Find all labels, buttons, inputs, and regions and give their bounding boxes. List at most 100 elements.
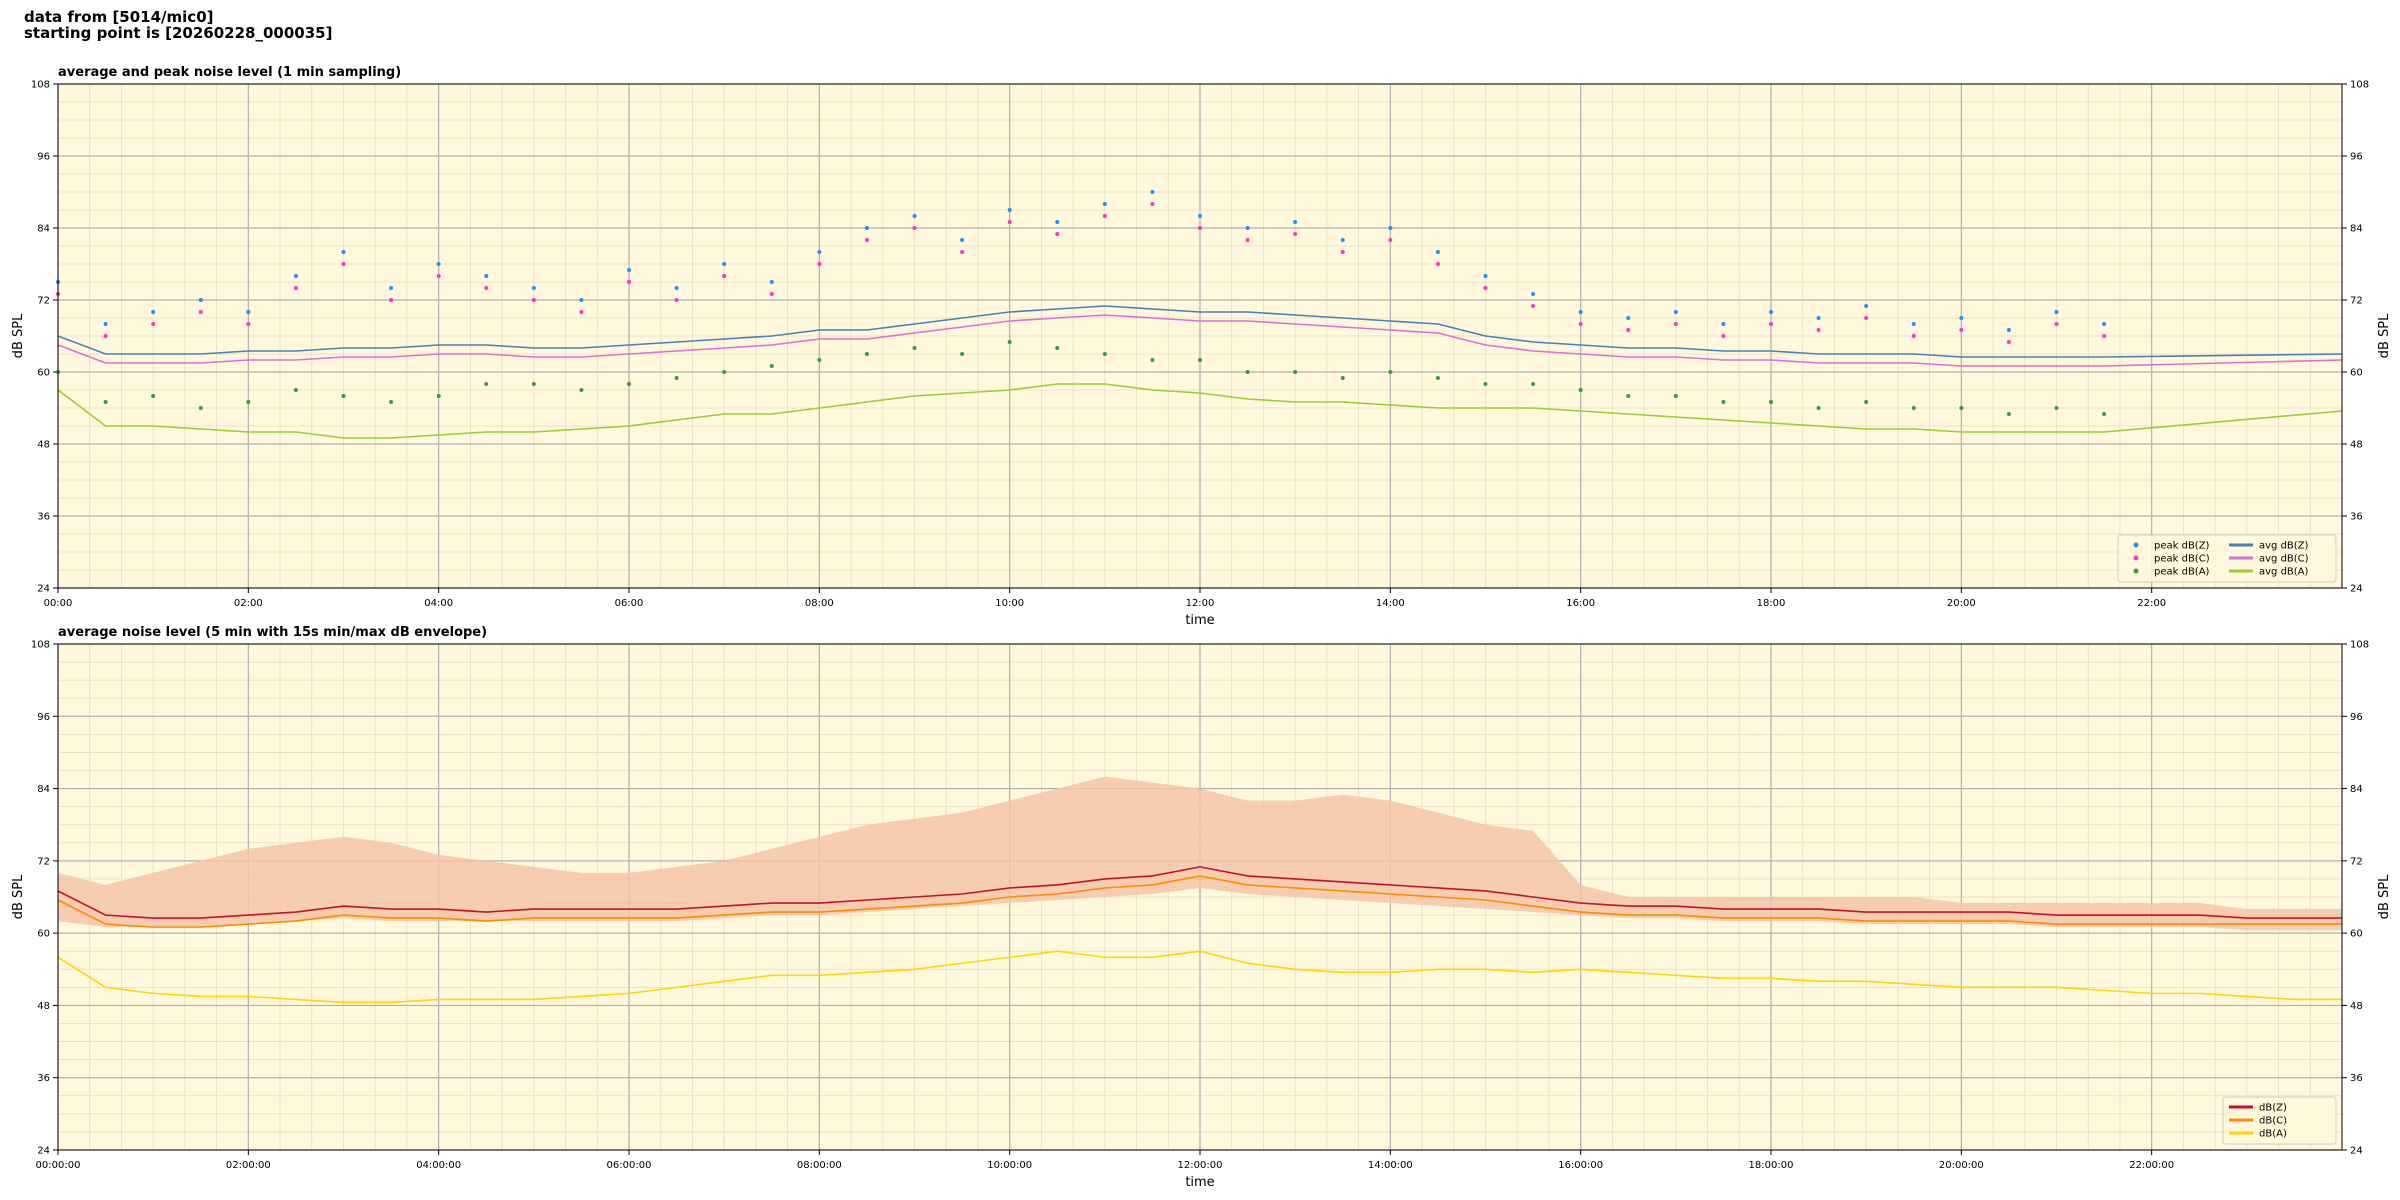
- legend-label: peak dB(A): [2154, 567, 2210, 578]
- series-line: [57, 875, 2342, 928]
- peak-point: [960, 250, 965, 254]
- y2-tick-label: 36: [2350, 512, 2363, 523]
- x-tick-label: 12:00:00: [1178, 1160, 1223, 1171]
- peak-point: [912, 346, 917, 350]
- peak-point: [674, 286, 679, 290]
- x-tick-label: 16:00: [1566, 598, 1595, 609]
- peak-point: [817, 358, 822, 362]
- y2-tick-label: 108: [2350, 640, 2369, 651]
- peak-point: [579, 298, 584, 302]
- y2-tick-label: 60: [2350, 368, 2363, 379]
- legend-label: peak dB(C): [2154, 554, 2210, 565]
- x-tick-label: 20:00:00: [1939, 1160, 1984, 1171]
- peak-point: [151, 322, 156, 326]
- peak-point: [1626, 394, 1631, 398]
- plot-frame: [57, 643, 2343, 1151]
- peak-point: [1673, 322, 1678, 326]
- series-line: [57, 866, 2342, 919]
- x-axis-label: time: [1185, 613, 1214, 628]
- peak-point: [1721, 400, 1726, 404]
- peak-point: [389, 400, 394, 404]
- x-tick-label: 06:00: [615, 598, 644, 609]
- legend-marker: [2133, 568, 2139, 574]
- peak-point: [769, 364, 774, 368]
- y-tick-label: 96: [37, 152, 50, 163]
- peak-point: [2054, 406, 2059, 410]
- peak-point: [531, 286, 536, 290]
- panel-title: average and peak noise level (1 min samp…: [58, 65, 401, 80]
- x-tick-label: 04:00: [424, 598, 453, 609]
- peak-point: [1816, 406, 1821, 410]
- y2-tick-label: 108: [2350, 80, 2369, 91]
- x-tick-label: 02:00: [234, 598, 263, 609]
- peak-point: [436, 394, 441, 398]
- x-tick-label: 14:00: [1376, 598, 1405, 609]
- peak-point: [769, 280, 774, 284]
- x-tick-label: 00:00: [44, 598, 73, 609]
- peak-point: [1198, 226, 1202, 230]
- x-tick-label: 12:00: [1186, 598, 1215, 609]
- peak-point: [293, 388, 298, 392]
- series-line: [57, 314, 2343, 367]
- peak-point: [2102, 334, 2107, 338]
- peak-point: [674, 298, 679, 302]
- peak-point: [1007, 220, 1012, 224]
- peak-point: [1626, 316, 1631, 320]
- peak-point: [246, 310, 251, 314]
- peak-point: [579, 388, 584, 392]
- peak-point: [864, 226, 869, 230]
- peak-point: [198, 406, 203, 410]
- peak-point: [1435, 376, 1440, 380]
- peak-point: [817, 250, 822, 254]
- peak-point: [1721, 334, 1726, 338]
- peak-point: [1769, 322, 1773, 326]
- peak-point: [1007, 340, 1012, 344]
- x-tick-label: 22:00:00: [2129, 1160, 2174, 1171]
- peak-point: [103, 322, 108, 326]
- x-tick-label: 16:00:00: [1558, 1160, 1603, 1171]
- peak-point: [293, 286, 298, 290]
- peak-point: [1483, 274, 1488, 278]
- header-line: data from [5014/mic0]: [24, 8, 214, 26]
- peak-point: [293, 274, 298, 278]
- peak-point: [341, 262, 346, 266]
- x-tick-label: 08:00:00: [797, 1160, 842, 1171]
- peak-point: [1721, 322, 1726, 326]
- peak-point: [579, 310, 584, 314]
- peak-point: [151, 394, 156, 398]
- y2-tick-label: 48: [2350, 440, 2363, 451]
- peak-point: [1198, 214, 1202, 218]
- peak-point: [1816, 316, 1821, 320]
- peak-point: [531, 382, 536, 386]
- peak-point: [1959, 328, 1964, 332]
- peak-point: [1007, 208, 1012, 212]
- peak-point: [484, 286, 489, 290]
- peak-point: [960, 238, 965, 242]
- y2-tick-label: 72: [2350, 296, 2363, 307]
- peak-point: [1864, 400, 1869, 404]
- legend-marker: [2133, 542, 2139, 548]
- peak-point: [1578, 388, 1583, 392]
- peak-point: [1245, 226, 1250, 230]
- y2-axis-label: dB SPL: [2377, 313, 2392, 358]
- peak-point: [1150, 358, 1155, 362]
- peak-point: [1959, 316, 1964, 320]
- legend-label: dB(Z): [2259, 1103, 2287, 1114]
- y2-tick-label: 48: [2350, 1001, 2363, 1012]
- peak-point: [1864, 316, 1869, 320]
- x-axis-label: time: [1185, 1175, 1214, 1190]
- peak-point: [1769, 310, 1773, 314]
- y-tick-label: 108: [31, 80, 50, 91]
- legend-label: dB(A): [2259, 1129, 2287, 1140]
- peak-point: [912, 214, 917, 218]
- panel: 24 24 36 36 48 48 60 60 72 72 84 84 96 96 108 108 00:00 0…: [11, 65, 2392, 628]
- peak-point: [1673, 310, 1678, 314]
- peak-point: [341, 250, 346, 254]
- peak-point: [1055, 232, 1060, 236]
- peak-point: [389, 286, 394, 290]
- y2-tick-label: 96: [2350, 712, 2363, 723]
- legend-label: avg dB(Z): [2259, 541, 2309, 552]
- peak-point: [198, 310, 203, 314]
- peak-point: [1435, 262, 1440, 266]
- peak-point: [1245, 370, 1250, 374]
